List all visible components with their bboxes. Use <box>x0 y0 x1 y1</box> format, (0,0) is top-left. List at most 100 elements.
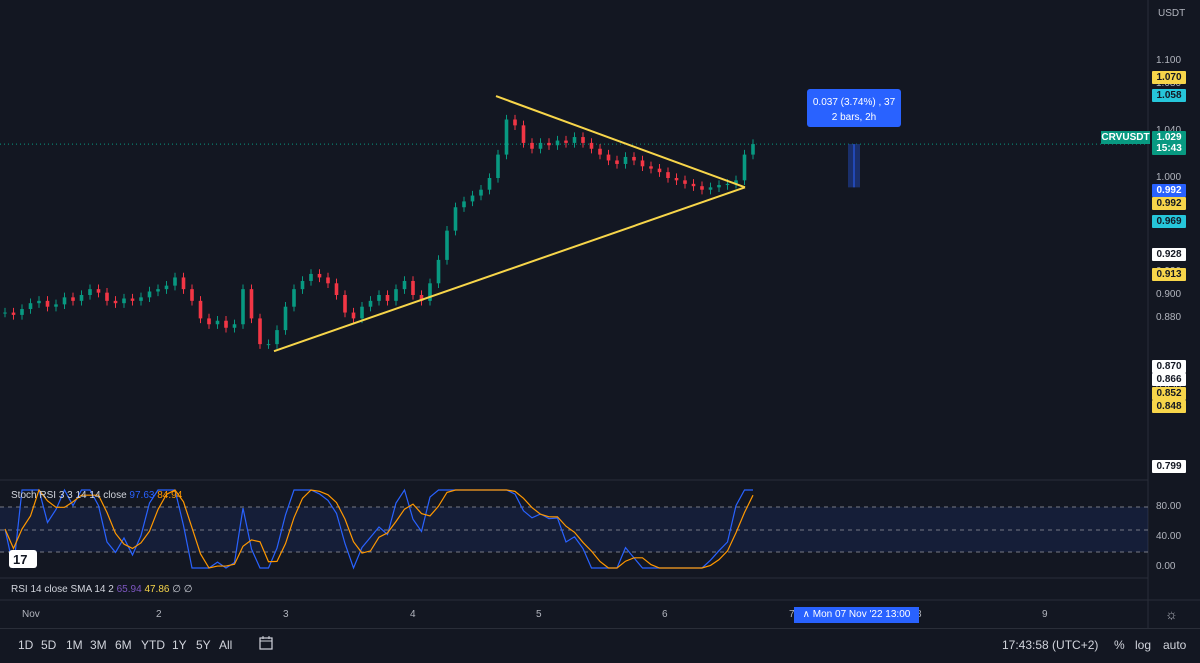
price-tag: 0.992 <box>1152 184 1186 197</box>
candle-body <box>156 289 160 292</box>
candle-body <box>20 309 24 315</box>
candle-body <box>377 295 381 301</box>
candle-body <box>292 289 296 307</box>
time-tick-label: 6 <box>662 609 668 620</box>
candle-body <box>632 156 636 161</box>
candle-body <box>470 195 475 202</box>
candle-body <box>343 295 347 313</box>
rsi-legend[interactable]: RSI 14 close SMA 14 2 65.94 47.86 ∅ ∅ <box>11 584 192 595</box>
candle-body <box>683 180 687 184</box>
candle-body <box>215 320 220 325</box>
range-button-ytd[interactable]: YTD <box>141 638 165 652</box>
candle-body <box>547 142 551 146</box>
stoch-band <box>0 507 1148 552</box>
date-range-icon[interactable] <box>258 635 274 651</box>
candle-body <box>105 292 109 301</box>
price-tag: 0.992 <box>1152 197 1186 210</box>
symbol-tag: CRVUSDT <box>1101 131 1150 144</box>
candle-body <box>258 318 262 345</box>
price-tick-label: 1.000 <box>1156 172 1182 183</box>
range-button-1d[interactable]: 1D <box>18 638 34 652</box>
price-tick-label: 1.040 <box>1152 125 1200 136</box>
auto-toggle[interactable]: auto <box>1163 638 1187 652</box>
candle-body <box>581 137 585 143</box>
price-tick-label: 0.900 <box>1156 289 1182 300</box>
measure-line-2: 2 bars, 2h <box>831 112 877 123</box>
candle-body <box>317 273 322 278</box>
stoch-tick-label: 0.00 <box>1156 561 1176 572</box>
candle-body <box>232 324 237 328</box>
candle-body <box>385 295 390 301</box>
candle-body <box>88 289 92 295</box>
currency-label: USDT <box>1158 8 1186 19</box>
time-tick-label: 2 <box>156 609 162 620</box>
rsi-params: 14 close SMA 14 2 <box>30 584 114 595</box>
candle-body <box>487 178 492 190</box>
candle-body <box>419 295 424 301</box>
price-tag: 0.913 <box>1152 268 1186 281</box>
candle-body <box>598 148 602 155</box>
percent-toggle[interactable]: % <box>1114 638 1125 652</box>
clock-label[interactable]: 17:43:58 (UTC+2) <box>1002 638 1099 652</box>
stoch-k-value: 97.63 <box>129 490 155 501</box>
candle-body <box>496 154 500 178</box>
bottom-toolbar: 1D 5D 1M 3M 6M YTD 1Y 5Y All 17:43:58 (UTC+2) % … <box>0 628 1200 663</box>
stoch-d-line <box>4 488 754 569</box>
candle-body <box>555 140 560 146</box>
range-button-3m[interactable]: 3M <box>90 638 107 652</box>
candle-body <box>130 298 135 301</box>
time-tick-label: Nov <box>22 609 40 620</box>
candle-body <box>708 187 713 190</box>
candle-body <box>606 154 611 161</box>
stoch-rsi-legend[interactable]: Stoch RSI 3 3 14 14 close 97.63 84.94 <box>11 490 182 501</box>
range-button-1m[interactable]: 1M <box>66 638 83 652</box>
candle-body <box>513 119 517 126</box>
settings-icon[interactable]: ☼ <box>1165 606 1178 622</box>
price-tag: 15:43 <box>1152 142 1186 155</box>
candle-body <box>394 289 398 301</box>
candle-body <box>479 189 483 196</box>
candle-body <box>691 183 696 187</box>
candle-body <box>700 186 704 190</box>
range-button-5d[interactable]: 5D <box>41 638 57 652</box>
candle-body <box>666 172 670 178</box>
candle-body <box>275 330 279 345</box>
candle-body <box>190 289 194 301</box>
crosshair-time-text: Mon 07 Nov '22 13:00 <box>812 609 911 620</box>
range-button-all[interactable]: All <box>219 638 233 652</box>
log-toggle[interactable]: log <box>1135 638 1152 652</box>
range-button-1y[interactable]: 1Y <box>172 638 187 652</box>
candle-body <box>3 312 7 314</box>
stoch-d-value: 84.94 <box>157 490 183 501</box>
candle-body <box>623 156 628 164</box>
candle-body <box>436 259 441 284</box>
candle-body <box>139 297 143 301</box>
candle-body <box>453 207 458 231</box>
candle-body <box>198 300 203 319</box>
tradingview-logo-icon[interactable]: 17 <box>9 550 37 568</box>
candle-body <box>351 312 356 319</box>
range-button-6m[interactable]: 6M <box>115 638 132 652</box>
rsi-value-4: ∅ <box>183 584 193 595</box>
rsi-value-1: 65.94 <box>116 584 142 595</box>
candle-body <box>572 137 577 143</box>
svg-text:17: 17 <box>13 552 27 567</box>
range-button-5y[interactable]: 5Y <box>196 638 211 652</box>
candle-body <box>521 125 526 143</box>
price-tag: 0.799 <box>1152 460 1186 473</box>
price-tick-label: 1.100 <box>1156 55 1182 66</box>
measure-tooltip: 0.037 (3.74%) , 37 2 bars, 2h <box>807 89 901 127</box>
candle-body <box>309 273 313 281</box>
price-tag: 0.866 <box>1152 373 1186 386</box>
price-tag: 1.058 <box>1152 89 1186 102</box>
candle-body <box>589 142 594 149</box>
stoch-params: 3 3 14 14 close <box>58 490 127 501</box>
candle-body <box>147 291 152 298</box>
crosshair-time-label: ∧ Mon 07 Nov '22 13:00 <box>794 607 919 623</box>
candle-body <box>283 306 288 331</box>
candle-body <box>37 300 41 304</box>
candle-body <box>445 230 449 260</box>
price-tag: 0.848 <box>1152 400 1186 413</box>
